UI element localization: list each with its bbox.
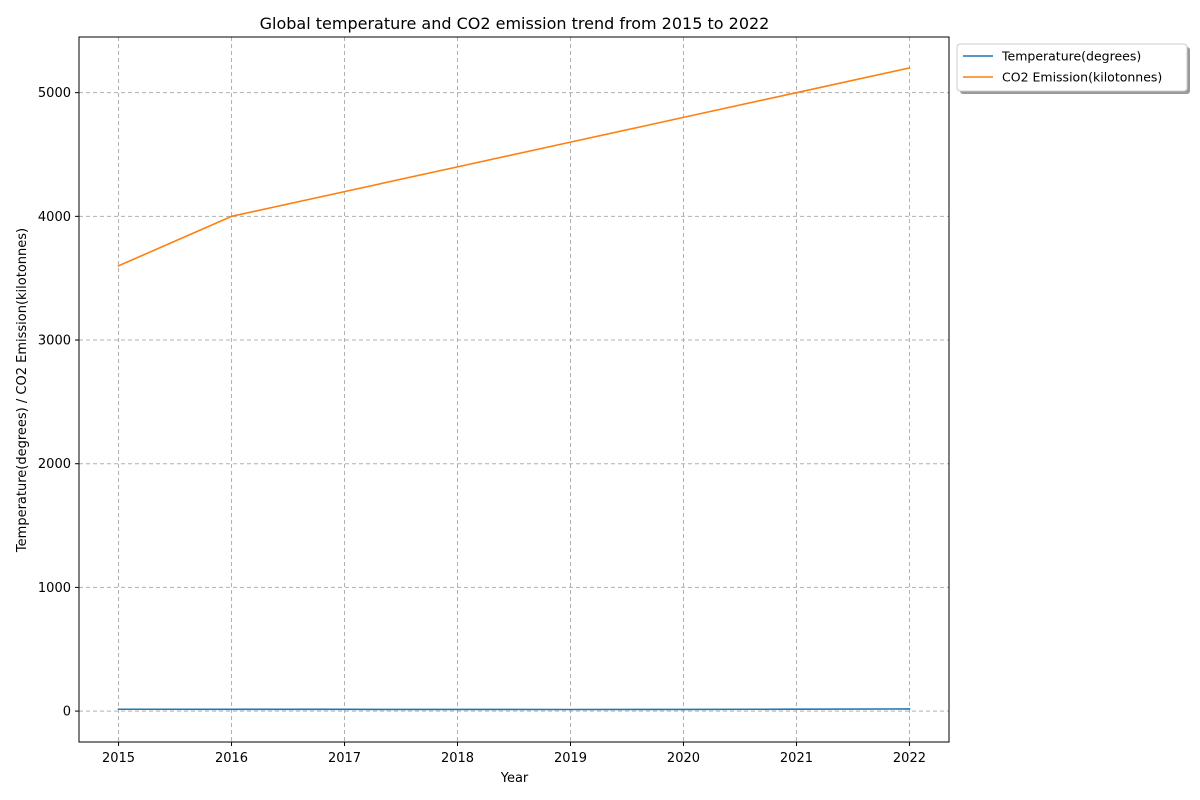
x-tick-label: 2015: [102, 751, 135, 766]
temperature-line: [117, 708, 911, 711]
x-tick-label: 2020: [667, 751, 700, 766]
y-tick-label: 0: [63, 705, 71, 720]
grid-lines: [79, 37, 949, 742]
y-axis-label: Temperature(degrees) / CO2 Emission(kilo…: [15, 228, 30, 553]
series-lines: [117, 66, 911, 711]
y-axis-ticks: 0 1000 2000 3000 4000 5000: [38, 86, 79, 720]
x-tick-label: 2019: [554, 751, 587, 766]
x-axis-label: Year: [500, 771, 529, 786]
y-tick-label: 4000: [38, 210, 71, 225]
x-tick-label: 2016: [215, 751, 248, 766]
legend-label-temperature: Temperature(degrees): [1001, 49, 1141, 64]
chart-title: Global temperature and CO2 emission tren…: [260, 14, 770, 33]
y-tick-label: 5000: [38, 86, 71, 101]
co2-emission-line: [117, 66, 911, 267]
y-tick-label: 3000: [38, 334, 71, 349]
x-tick-label: 2018: [441, 751, 474, 766]
plot-area-frame: [78, 36, 950, 743]
legend-box: [956, 43, 1188, 92]
x-axis-ticks: 2015 2016 2017 2018 2019 2020 2021 2022: [102, 742, 926, 766]
legend-label-co2: CO2 Emission(kilotonnes): [1002, 70, 1162, 85]
y-tick-label: 1000: [38, 581, 71, 596]
y-tick-label: 2000: [38, 457, 71, 472]
x-tick-label: 2021: [780, 751, 813, 766]
x-tick-label: 2022: [893, 751, 926, 766]
x-tick-label: 2017: [328, 751, 361, 766]
legend: Temperature(degrees) CO2 Emission(kiloto…: [956, 43, 1190, 94]
